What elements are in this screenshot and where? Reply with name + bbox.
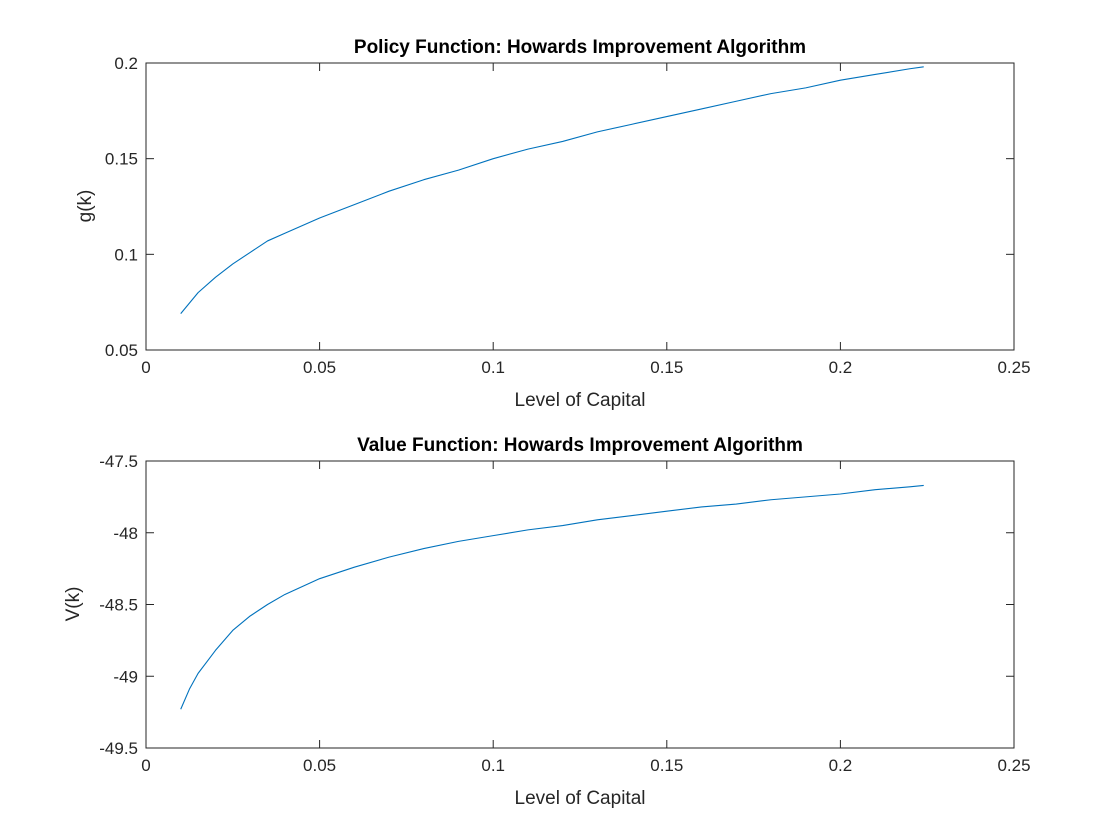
value-y-tick-label: -49.5 xyxy=(99,739,138,758)
value-function-subplot: 0 0.05 0.1 0.15 0.2 0.25 -49.5 -49 -48.5 -48 -47.5… xyxy=(63,435,1031,809)
value-y-tick-label: -49 xyxy=(113,667,138,686)
policy-x-tick-label: 0.25 xyxy=(997,358,1030,377)
policy-y-tick-label: 0.2 xyxy=(114,54,138,73)
value-x-tick-label: 0.2 xyxy=(829,756,853,775)
value-y-axis-label: V(k) xyxy=(63,587,84,622)
value-y-tick-label: -47.5 xyxy=(99,452,138,471)
policy-x-tick-label: 0 xyxy=(141,358,150,377)
value-x-tick-label: 0.25 xyxy=(997,756,1030,775)
value-y-tick-label: -48 xyxy=(113,524,138,543)
policy-y-tick-label: 0.05 xyxy=(105,341,138,360)
value-x-axis-label: Level of Capital xyxy=(515,788,646,809)
policy-series-line xyxy=(180,66,924,314)
value-x-tick-label: 0 xyxy=(141,756,150,775)
value-series-line xyxy=(180,484,924,710)
value-ticks: 0 0.05 0.1 0.15 0.2 0.25 -49.5 -49 -48.5 -48 -47.5 xyxy=(99,452,1030,775)
policy-x-tick-label: 0.15 xyxy=(650,358,683,377)
policy-x-tick-label: 0.1 xyxy=(481,358,505,377)
policy-chart-title: Policy Function: Howards Improvement Alg… xyxy=(354,37,806,58)
policy-x-axis-label: Level of Capital xyxy=(515,390,646,411)
policy-ticks: 0 0.05 0.1 0.15 0.2 0.250.050.10.150.2 xyxy=(105,54,1031,377)
value-chart-title: Value Function: Howards Improvement Algo… xyxy=(357,435,803,456)
value-x-tick-label: 0.1 xyxy=(481,756,505,775)
value-x-tick-label: 0.05 xyxy=(303,756,336,775)
value-x-tick-label: 0.15 xyxy=(650,756,683,775)
policy-y-tick-label: 0.15 xyxy=(105,150,138,169)
value-axes-box xyxy=(145,460,1015,749)
policy-axes-box xyxy=(145,62,1015,351)
policy-x-tick-label: 0.2 xyxy=(829,358,853,377)
policy-y-tick-label: 0.1 xyxy=(114,245,138,264)
value-y-tick-label: -48.5 xyxy=(99,596,138,615)
policy-x-tick-label: 0.05 xyxy=(303,358,336,377)
policy-y-axis-label: g(k) xyxy=(75,190,96,223)
policy-function-subplot: 0 0.05 0.1 0.15 0.2 0.250.050.10.150.2 Policy… xyxy=(75,37,1031,411)
